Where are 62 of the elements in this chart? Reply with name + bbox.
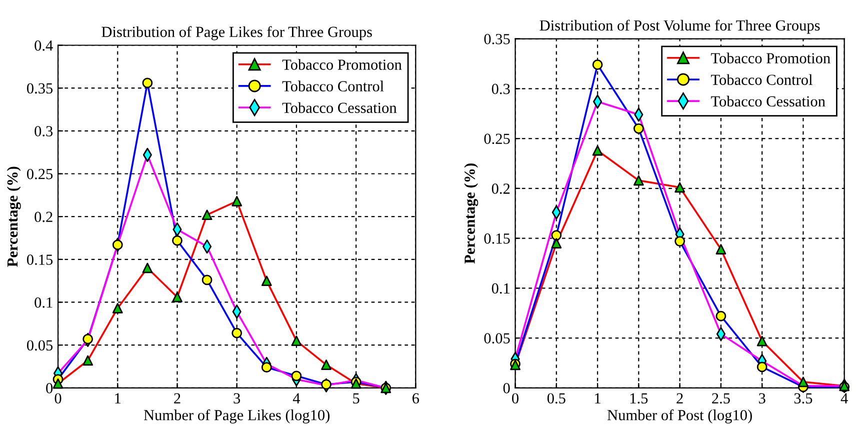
point [232,196,242,206]
y-tick-label: 0.4 [34,40,53,51]
x-tick-label: 0 [54,393,62,404]
legend-label: Tobacco Cessation [282,102,397,114]
point [633,175,644,186]
x-tick-label: 1 [595,393,600,404]
y-tick-label: 0.05 [27,340,53,351]
chart-title: Distribution of Post Volume for Three Groups [540,20,820,34]
point [321,360,332,370]
legend-label: Tobacco Promotion [282,59,402,70]
point [798,376,808,388]
x-tick-label: 1.5 [630,393,648,404]
y-tick-label: 0.15 [484,233,510,244]
point [112,303,123,314]
y-tick-label: 0.1 [34,297,52,308]
y-tick-label: 0.25 [484,134,510,144]
point [592,145,603,156]
y-tick-label: 0.25 [27,168,53,180]
x-tick-label: 3 [234,393,240,404]
legend-label: Tobacco Control [711,74,812,85]
x-tick-label: 1 [115,393,121,404]
x-tick-label: 0.5 [547,393,566,404]
x-tick-label: 4 [292,393,300,404]
y-tick-label: 0.3 [34,126,53,136]
x-tick-label: 6 [412,393,420,404]
y-axis-title: Percentage (%) [464,163,478,264]
chart-title: Distribution of Page Likes for Three Groups [102,26,372,40]
legend-label: Tobacco Cessation [711,96,826,107]
y-axis-title: Percentage (%) [6,166,21,267]
x-tick-label: 0 [512,393,519,404]
point [291,336,302,346]
x-axis-title: Number of Page Likes (log10) [144,409,330,424]
x-tick-label: 3.5 [794,393,812,404]
y-tick-label: 0.3 [492,84,510,94]
point [756,336,768,346]
x-tick-label: 3 [758,393,766,404]
point [172,292,182,302]
y-tick-label: 0.2 [34,212,52,222]
y-tick-label: 0.35 [484,34,510,44]
y-tick-label: 0.1 [492,283,510,294]
y-tick-label: 0 [503,383,510,394]
y-tick-label: 0.05 [484,333,510,344]
y-tick-label: 0.2 [492,184,510,194]
x-tick-label: 2 [676,393,683,404]
point [142,262,153,274]
x-axis-title: Number of Post (log10) [607,409,752,424]
legend-label: Tobacco Control [282,80,384,92]
point [551,238,562,248]
x-tick-label: 2.5 [712,393,730,404]
point [716,244,726,254]
point [52,378,64,389]
y-tick-label: 0.15 [27,254,53,265]
point [674,182,686,193]
y-tick-label: 0.35 [27,83,53,94]
point [82,355,94,366]
x-tick-label: 5 [353,393,360,404]
legend-label: Tobacco Promotion [711,52,830,64]
point [202,210,212,220]
point [261,276,272,286]
x-tick-label: 4 [840,393,848,404]
y-tick-label: 0 [46,383,53,394]
x-tick-label: 2 [174,393,180,404]
